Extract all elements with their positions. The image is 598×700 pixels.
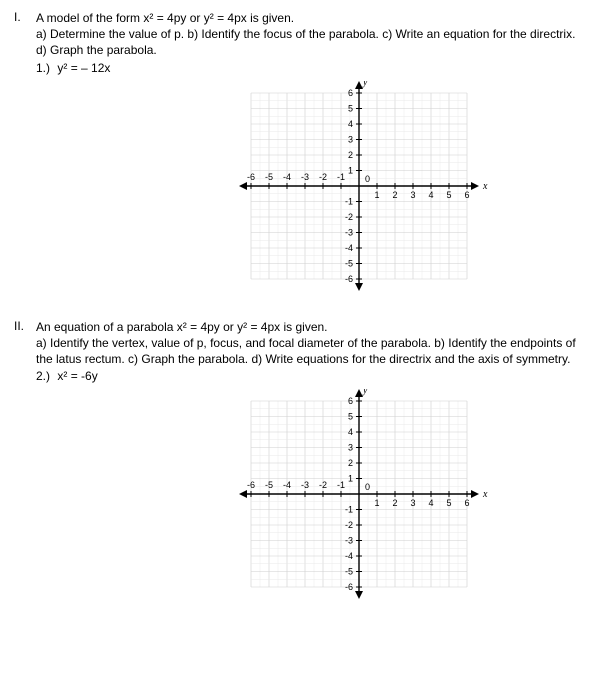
svg-text:-4: -4: [283, 172, 291, 182]
svg-text:2: 2: [392, 190, 397, 200]
problem-1-equation-row: 1.) y² = – 12x: [36, 61, 584, 75]
svg-text:y: y: [362, 389, 368, 396]
svg-text:1: 1: [348, 474, 353, 484]
svg-text:6: 6: [348, 396, 353, 406]
svg-text:1: 1: [348, 165, 353, 175]
svg-text:-2: -2: [345, 212, 353, 222]
svg-text:-6: -6: [345, 274, 353, 284]
problem-1: I. A model of the form x² = 4py or y² = …: [14, 10, 584, 291]
svg-text:-3: -3: [301, 172, 309, 182]
svg-text:-2: -2: [319, 172, 327, 182]
svg-text:-1: -1: [337, 172, 345, 182]
coordinate-grid-2: -6-5-4-3-2-1123456-6-5-4-3-2-11234560xy: [229, 389, 489, 599]
svg-text:3: 3: [348, 443, 353, 453]
problem-2-sublabel: 2.): [36, 369, 50, 383]
svg-text:5: 5: [446, 190, 451, 200]
svg-text:-1: -1: [345, 505, 353, 515]
problem-2-line2: a) Identify the vertex, value of p, focu…: [36, 336, 576, 366]
problem-1-line1: A model of the form x² = 4py or y² = 4px…: [36, 11, 294, 25]
problem-2-equation-row: 2.) x² = -6y: [36, 369, 584, 383]
svg-text:1: 1: [374, 498, 379, 508]
svg-text:-3: -3: [301, 480, 309, 490]
svg-text:-3: -3: [345, 536, 353, 546]
svg-text:1: 1: [374, 190, 379, 200]
svg-text:-5: -5: [345, 258, 353, 268]
svg-text:3: 3: [410, 190, 415, 200]
svg-text:6: 6: [348, 88, 353, 98]
svg-text:-4: -4: [283, 480, 291, 490]
coordinate-grid-1: -6-5-4-3-2-1123456-6-5-4-3-2-11234560xy: [229, 81, 489, 291]
svg-text:-4: -4: [345, 243, 353, 253]
problem-2-numeral: II.: [14, 319, 36, 333]
svg-text:0: 0: [365, 482, 370, 492]
svg-text:4: 4: [348, 119, 353, 129]
svg-text:-1: -1: [345, 196, 353, 206]
svg-text:5: 5: [348, 103, 353, 113]
problem-1-equation: y² = – 12x: [57, 61, 110, 75]
svg-text:6: 6: [464, 190, 469, 200]
problem-2-equation: x² = -6y: [57, 369, 97, 383]
problem-1-text: A model of the form x² = 4py or y² = 4px…: [36, 10, 584, 59]
svg-text:3: 3: [348, 134, 353, 144]
svg-text:4: 4: [428, 190, 433, 200]
svg-text:2: 2: [348, 150, 353, 160]
svg-text:4: 4: [428, 498, 433, 508]
svg-text:-6: -6: [247, 480, 255, 490]
svg-text:-3: -3: [345, 227, 353, 237]
svg-text:-2: -2: [345, 520, 353, 530]
svg-text:4: 4: [348, 427, 353, 437]
svg-text:y: y: [362, 81, 368, 88]
svg-text:0: 0: [365, 174, 370, 184]
svg-text:5: 5: [446, 498, 451, 508]
problem-2-line1: An equation of a parabola x² = 4py or y²…: [36, 320, 328, 334]
svg-text:x: x: [482, 489, 488, 500]
svg-text:-4: -4: [345, 551, 353, 561]
problem-1-numeral: I.: [14, 10, 36, 24]
problem-2-header: II. An equation of a parabola x² = 4py o…: [14, 319, 584, 368]
svg-text:-1: -1: [337, 480, 345, 490]
svg-text:x: x: [482, 181, 488, 192]
problem-2-graph: -6-5-4-3-2-1123456-6-5-4-3-2-11234560xy: [134, 389, 584, 599]
svg-text:6: 6: [464, 498, 469, 508]
problem-1-header: I. A model of the form x² = 4py or y² = …: [14, 10, 584, 59]
problem-1-sublabel: 1.): [36, 61, 50, 75]
svg-text:3: 3: [410, 498, 415, 508]
svg-text:-5: -5: [345, 567, 353, 577]
problem-1-graph: -6-5-4-3-2-1123456-6-5-4-3-2-11234560xy: [134, 81, 584, 291]
problem-2: II. An equation of a parabola x² = 4py o…: [14, 319, 584, 600]
problem-2-text: An equation of a parabola x² = 4py or y²…: [36, 319, 584, 368]
svg-text:-2: -2: [319, 480, 327, 490]
svg-text:-5: -5: [265, 480, 273, 490]
svg-text:2: 2: [348, 458, 353, 468]
problem-1-line2: a) Determine the value of p. b) Identify…: [36, 27, 575, 57]
svg-text:-5: -5: [265, 172, 273, 182]
svg-text:2: 2: [392, 498, 397, 508]
svg-text:-6: -6: [345, 582, 353, 592]
svg-text:5: 5: [348, 412, 353, 422]
svg-text:-6: -6: [247, 172, 255, 182]
